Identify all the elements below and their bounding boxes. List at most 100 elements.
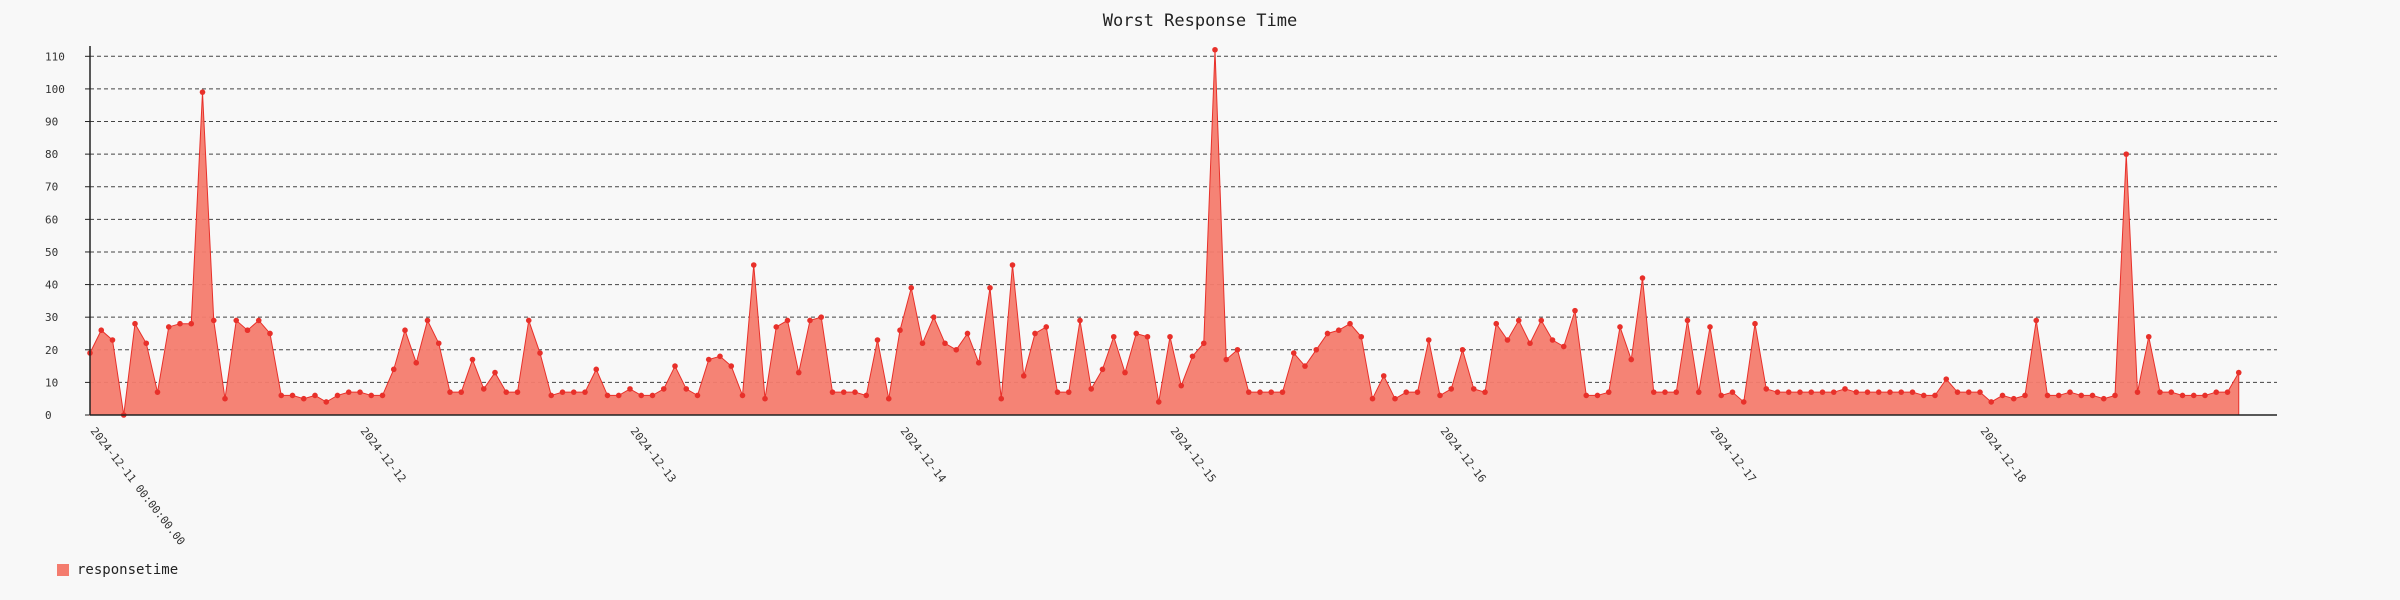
y-tick-label: 10 [45, 376, 58, 389]
legend: responsetime [57, 562, 178, 578]
series-area-responsetime [89, 49, 2240, 416]
data-point [1009, 262, 1016, 268]
data-point [874, 337, 881, 343]
data-point [1054, 389, 1061, 395]
data-point [1268, 389, 1275, 395]
data-point [2202, 392, 2208, 399]
data-point [2010, 395, 2017, 402]
data-point [1167, 333, 1173, 340]
y-tick-label: 40 [45, 279, 58, 292]
y-tick-label: 100 [45, 83, 65, 96]
data-point [1257, 389, 1263, 395]
data-point [289, 392, 296, 399]
data-point [1617, 324, 1623, 330]
data-point [1628, 356, 1635, 363]
data-point [1988, 399, 1995, 405]
data-point [1965, 389, 1972, 395]
data-point [210, 317, 217, 324]
data-point [1729, 389, 1736, 395]
data-point [683, 386, 690, 392]
data-point [1763, 386, 1770, 392]
data-point [1155, 399, 1162, 405]
data-point [1223, 356, 1230, 363]
data-point [1515, 317, 1522, 324]
data-point [1684, 317, 1691, 324]
data-point [1065, 389, 1072, 395]
y-tick-label: 110 [45, 50, 65, 63]
legend-swatch-responsetime [57, 564, 69, 576]
data-point [548, 392, 555, 399]
data-point [694, 392, 701, 399]
data-point [2190, 392, 2197, 399]
data-point [1358, 333, 1365, 340]
data-point [312, 392, 318, 399]
data-point [1572, 307, 1578, 314]
data-point [1875, 389, 1882, 395]
data-point [1785, 389, 1792, 395]
data-point [1707, 324, 1713, 330]
data-point [1887, 389, 1893, 395]
data-point [402, 327, 408, 334]
data-point [1594, 392, 1601, 399]
data-point [728, 363, 735, 369]
data-point [1830, 389, 1837, 395]
data-point [942, 340, 948, 347]
data-point [1999, 392, 2006, 399]
data-point [1864, 389, 1871, 395]
data-point [1110, 333, 1117, 340]
data-point [1954, 389, 1961, 395]
data-point [1380, 373, 1387, 379]
data-point [1470, 386, 1477, 392]
data-point [750, 262, 757, 268]
data-point [784, 317, 791, 324]
data-point [357, 389, 363, 395]
data-point [1459, 346, 1466, 353]
data-point [1909, 389, 1916, 395]
data-point [1583, 392, 1590, 399]
y-tick-label: 60 [45, 213, 58, 226]
data-point [1290, 350, 1297, 356]
data-point [165, 324, 172, 330]
data-point [2235, 369, 2242, 376]
data-point [1324, 330, 1331, 337]
data-point [469, 356, 476, 363]
data-point [2224, 389, 2231, 395]
data-point [930, 314, 937, 320]
data-point [1347, 320, 1353, 327]
data-point [908, 285, 915, 291]
data-point [1504, 337, 1511, 343]
data-point [2179, 392, 2186, 399]
data-point [1549, 337, 1556, 343]
data-point [1662, 389, 1668, 395]
x-axis-ticks: 2024-12-11 00:00:00.00 2024-12-12 2024-12-… [88, 425, 2029, 548]
data-point [1650, 389, 1657, 395]
axes [89, 46, 2277, 416]
data-point [1605, 389, 1612, 395]
x-tick-label-date: 2024-12-15 [1168, 425, 1219, 485]
data-point [1425, 337, 1432, 343]
data-point [2123, 151, 2130, 157]
data-point [1133, 330, 1140, 337]
data-point [177, 320, 183, 327]
y-tick-label: 30 [45, 311, 58, 324]
data-point [2033, 317, 2040, 324]
data-point [537, 350, 543, 356]
data-point [2112, 392, 2118, 399]
data-point [919, 340, 926, 347]
data-point [1088, 386, 1095, 392]
data-point [1695, 389, 1702, 395]
series-points-layer [87, 46, 2242, 418]
data-point [1560, 343, 1567, 350]
data-point [1527, 340, 1533, 347]
data-point [1493, 320, 1500, 327]
data-point [953, 346, 960, 353]
y-tick-label: 20 [45, 344, 58, 357]
data-point [1808, 389, 1815, 395]
data-point [424, 317, 431, 324]
data-point [818, 314, 825, 320]
data-point [2168, 389, 2175, 395]
y-tick-label: 0 [45, 409, 52, 422]
data-point [244, 327, 251, 334]
chart-title: Worst Response Time [1103, 11, 1297, 31]
